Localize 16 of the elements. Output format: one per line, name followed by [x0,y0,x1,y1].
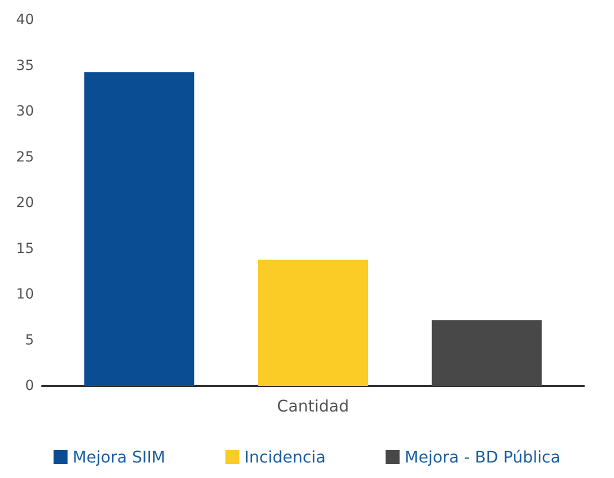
legend-label: Mejora - BD Pública [404,448,560,466]
legend-label: Mejora SIIM [72,448,166,466]
x-tick-label: Cantidad [277,396,349,416]
y-tick-label: 10 [16,286,34,302]
legend-label: Incidencia [244,448,326,466]
y-tick-label: 35 [16,58,34,74]
y-tick-label: 15 [16,240,34,257]
y-tick-label: 40 [16,12,34,28]
y-tick-label: 20 [16,195,34,211]
y-tick-label: 0 [25,378,34,394]
y-tick-label: 30 [16,104,34,120]
bar [432,320,542,386]
y-tick-label: 25 [16,149,34,166]
y-tick-label: 5 [25,332,34,348]
bar [258,260,368,386]
bar [84,72,194,386]
